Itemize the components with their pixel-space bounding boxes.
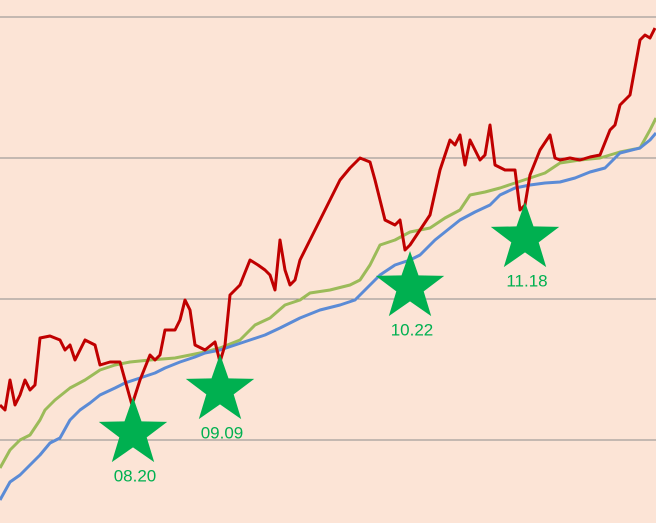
annotation-label: 10.22 xyxy=(391,320,434,339)
star-marker xyxy=(98,397,168,463)
star-marker xyxy=(185,354,255,420)
annotation-label: 08.20 xyxy=(114,466,157,485)
annotation-label: 09.09 xyxy=(201,423,244,442)
annotation-label: 11.18 xyxy=(506,271,547,290)
series-line xyxy=(0,27,656,412)
star-marker xyxy=(490,202,560,268)
star-marker xyxy=(375,251,445,317)
series-line xyxy=(0,132,656,501)
series-line xyxy=(0,117,656,469)
